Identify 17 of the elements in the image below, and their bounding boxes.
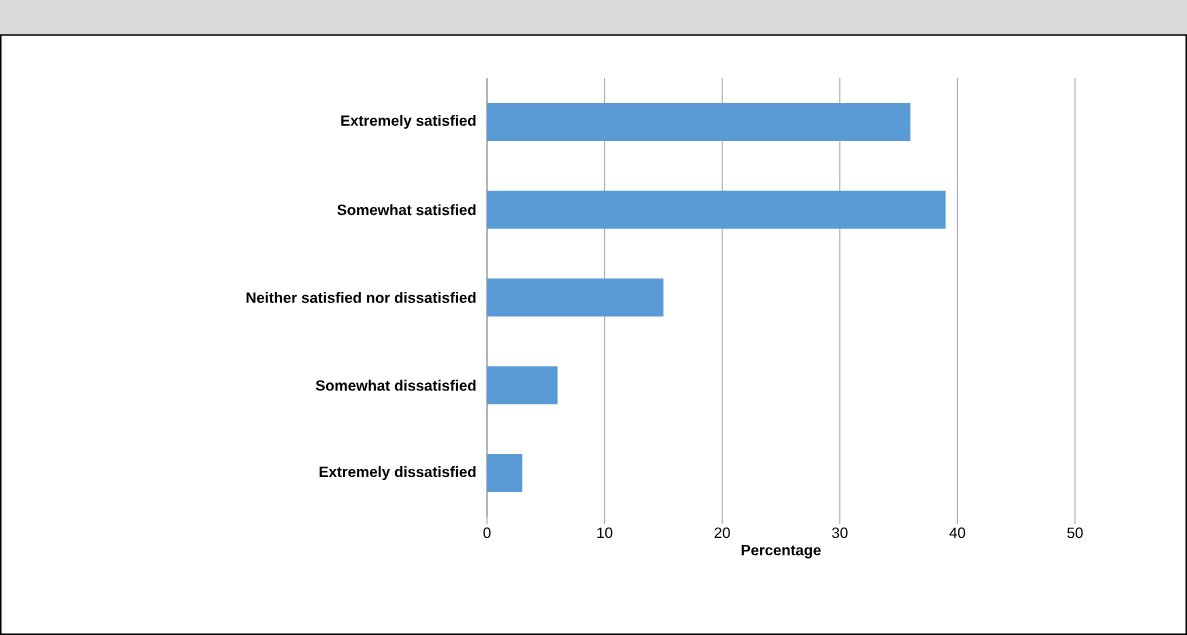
bar bbox=[487, 190, 946, 229]
x-tick-label: 40 bbox=[949, 527, 966, 539]
y-tick-label: Somewhat dissatisfied bbox=[315, 379, 476, 391]
x-tick-label: 0 bbox=[483, 527, 491, 539]
x-tick-label: 30 bbox=[832, 527, 848, 539]
y-tick-label: Somewhat satisfied bbox=[337, 204, 476, 216]
bar bbox=[487, 366, 558, 405]
bar bbox=[487, 454, 523, 493]
bar bbox=[487, 102, 911, 141]
y-tick-label: Extremely satisfied bbox=[341, 114, 476, 129]
y-tick-label: Neither satisfied nor dissatisfied bbox=[246, 292, 476, 303]
x-tick-label: 50 bbox=[1067, 527, 1083, 539]
x-axis-title: Percentage bbox=[741, 544, 821, 559]
x-tick-label: 10 bbox=[597, 527, 613, 539]
y-tick-label: Extremely dissatisfied bbox=[319, 466, 476, 481]
x-tick-label: 20 bbox=[714, 527, 730, 539]
bar bbox=[487, 278, 664, 317]
